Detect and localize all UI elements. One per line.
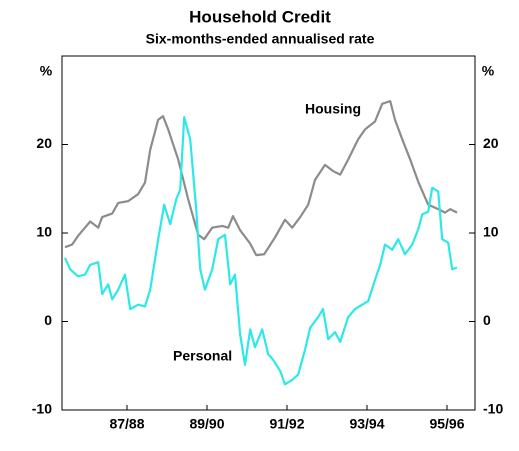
y2-axis-label: % (482, 63, 495, 79)
y-tick-label: -10 (32, 401, 52, 417)
chart-subtitle: Six-months-ended annualised rate (146, 31, 375, 47)
series-annotation: Housing (305, 101, 361, 117)
x-tick-label: 87/88 (109, 416, 144, 432)
y-axis-label: % (40, 63, 53, 79)
series-annotation: Personal (173, 348, 232, 364)
x-tick-label: 93/94 (349, 416, 384, 432)
y2-tick-label: -10 (483, 401, 503, 417)
y2-tick-label: 20 (483, 135, 499, 151)
x-tick-label: 91/92 (269, 416, 304, 432)
series-line (64, 100, 458, 257)
y2-tick-label: 0 (483, 312, 491, 328)
x-tick-label: 89/90 (189, 416, 224, 432)
y-tick-label: 0 (44, 312, 52, 328)
plot-frame (61, 55, 476, 411)
y-tick-label: 10 (36, 224, 52, 240)
series-line (63, 115, 458, 386)
chart-title: Household Credit (189, 7, 331, 26)
x-tick-label: 95/96 (429, 416, 464, 432)
y2-tick-label: 10 (483, 224, 499, 240)
y-tick-label: 20 (36, 135, 52, 151)
